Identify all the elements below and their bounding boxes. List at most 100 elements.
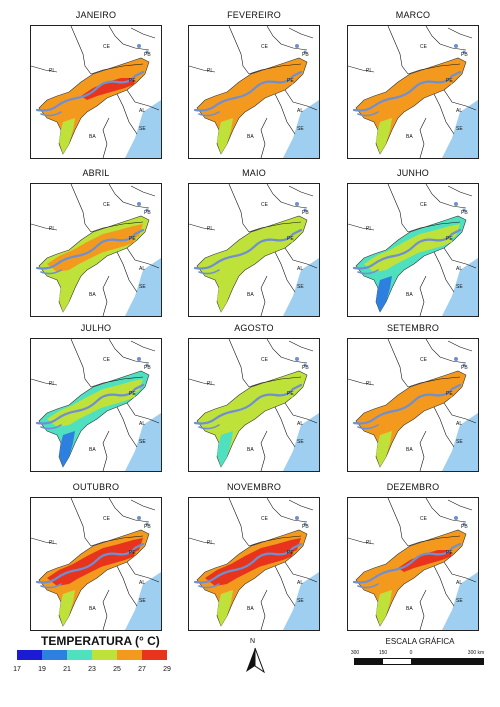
state-border: [116, 93, 138, 135]
state-border: [425, 498, 467, 523]
reservoir: [303, 208, 307, 212]
state-border: [433, 251, 455, 293]
state-label: SE: [139, 126, 146, 132]
month-panel: DEZEMBRO CE PB PI PE AL SE BA: [347, 482, 479, 631]
sea-area: [283, 100, 319, 158]
legend-tick: 17: [13, 666, 21, 673]
state-label: CE: [103, 357, 111, 363]
state-border: [260, 117, 268, 158]
basin-south-zone: [59, 276, 75, 312]
state-border: [447, 27, 473, 39]
legend-tick: 21: [63, 666, 71, 673]
state-border: [274, 93, 296, 135]
river-branch: [357, 424, 379, 430]
river-branch: [198, 424, 220, 430]
legend-swatch: [92, 650, 117, 660]
state-border: [387, 498, 409, 547]
state-label: BA: [406, 292, 413, 298]
state-border: [260, 275, 268, 316]
state-border: [102, 275, 110, 316]
reservoir: [145, 522, 149, 526]
state-border: [116, 251, 138, 293]
map-frame: CE PB PI PE AL SE BA: [347, 25, 479, 159]
river: [352, 383, 462, 425]
state-label: CE: [261, 44, 269, 50]
state-label: AL: [139, 266, 145, 272]
sea-area: [283, 258, 319, 316]
state-label: AL: [297, 421, 303, 427]
river-branch: [40, 269, 62, 275]
state-border: [266, 339, 308, 364]
state-label: CE: [420, 202, 428, 208]
state-label: BA: [89, 134, 96, 140]
state-border: [407, 63, 461, 75]
state-border: [248, 376, 302, 388]
sea-area: [125, 258, 161, 316]
state-label: PB: [144, 524, 151, 530]
sea-area: [125, 572, 161, 630]
river: [193, 228, 303, 270]
reservoir: [145, 363, 149, 367]
state-border: [348, 65, 375, 73]
reservoir: [295, 202, 299, 206]
reservoir: [295, 44, 299, 48]
state-border: [70, 498, 92, 547]
temperature-map: CE PB PI PE AL SE BA: [348, 339, 478, 471]
state-label: PI: [207, 226, 212, 232]
state-border: [90, 63, 144, 75]
state-border: [248, 221, 302, 233]
river-branch: [40, 583, 62, 589]
state-border: [443, 247, 477, 269]
state-border: [126, 247, 160, 269]
state-border: [228, 26, 250, 75]
state-label: PE: [129, 391, 136, 397]
state-border: [126, 561, 160, 583]
state-label: AL: [456, 580, 462, 586]
legend-tick: 23: [88, 666, 96, 673]
state-label: PB: [302, 524, 309, 530]
state-label: CE: [420, 516, 428, 522]
state-border: [102, 117, 110, 158]
state-label: PI: [366, 226, 371, 232]
map-frame: CE PB PI PE AL SE BA: [347, 497, 479, 631]
reservoir: [137, 202, 141, 206]
state-border: [260, 589, 268, 630]
state-label: BA: [247, 134, 254, 140]
state-border: [274, 251, 296, 293]
reservoir: [303, 522, 307, 526]
state-border: [90, 535, 144, 547]
reservoir: [145, 208, 149, 212]
legend-title: TEMPERATURA (° C): [41, 634, 160, 648]
state-border: [447, 340, 473, 352]
state-border: [407, 221, 461, 233]
state-label: CE: [420, 357, 428, 363]
state-label: SE: [456, 598, 463, 604]
sea-area: [283, 413, 319, 471]
state-border: [260, 430, 268, 471]
river: [352, 70, 462, 112]
state-border: [189, 378, 216, 386]
basin-south-zone: [217, 590, 233, 626]
river: [35, 70, 145, 112]
state-label: PB: [144, 210, 151, 216]
state-label: PB: [461, 365, 468, 371]
state-label: PE: [446, 391, 453, 397]
month-title: MARCO: [395, 10, 431, 20]
legend-swatch: [42, 650, 67, 660]
state-border: [31, 223, 58, 231]
temperature-map: CE PB PI PE AL SE BA: [348, 26, 478, 158]
temperature-map: CE PB PI PE AL SE BA: [31, 339, 161, 471]
reservoir: [462, 522, 466, 526]
state-border: [126, 89, 160, 111]
river-branch: [198, 583, 220, 589]
state-border: [443, 402, 477, 424]
state-border: [189, 65, 216, 73]
state-label: AL: [456, 421, 462, 427]
reservoir: [462, 363, 466, 367]
state-border: [387, 26, 409, 75]
state-label: PE: [287, 236, 294, 242]
state-label: AL: [297, 266, 303, 272]
state-border: [433, 406, 455, 448]
basin-south-zone: [59, 590, 75, 626]
river-branch: [198, 111, 220, 117]
